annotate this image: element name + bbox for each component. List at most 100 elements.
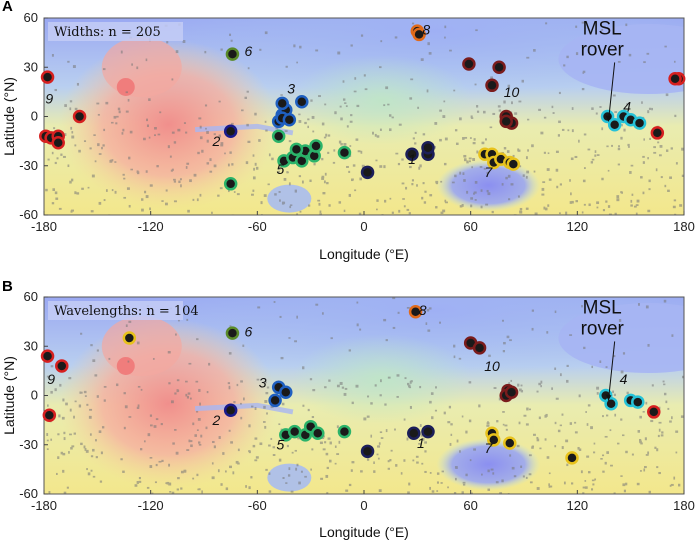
series-region-3 <box>271 94 309 129</box>
msl-rover-arrowhead <box>605 115 612 122</box>
alba-patera <box>101 316 182 377</box>
msl-rover-arrow <box>607 62 616 122</box>
data-point <box>607 117 622 132</box>
region-label: 7 <box>485 164 494 180</box>
y-tick-label: 30 <box>24 59 38 74</box>
series-region-3 <box>268 380 293 408</box>
region-label: 6 <box>245 43 253 59</box>
y-tick-label: 60 <box>24 289 38 304</box>
series-region-5 <box>279 419 352 442</box>
region-label: 8 <box>422 21 430 37</box>
region-label: 3 <box>287 81 295 97</box>
x-axis-title: Longitude (°E) <box>319 246 409 262</box>
y-tick-label: -30 <box>19 437 38 452</box>
x-tick-label: 60 <box>463 498 477 513</box>
hellas-basin <box>436 159 541 212</box>
count-label: Wavelengths: n = 104 <box>54 304 199 319</box>
data-point <box>225 326 240 340</box>
count-label-box <box>48 301 183 320</box>
data-point <box>462 57 476 71</box>
data-point <box>407 426 421 441</box>
region-label: 1 <box>408 151 416 167</box>
x-tick-label: 120 <box>566 219 588 234</box>
region-label: 8 <box>419 302 427 318</box>
terrain-map <box>44 18 684 215</box>
hellas-basin <box>436 438 541 491</box>
series-region-8 <box>408 305 423 319</box>
valles-marineris <box>194 402 294 415</box>
data-point <box>223 177 238 191</box>
data-point <box>492 60 506 74</box>
data-point <box>421 140 435 155</box>
x-tick-label: 0 <box>360 498 367 513</box>
data-point <box>631 395 645 409</box>
data-point <box>632 116 647 130</box>
data-point <box>51 136 65 150</box>
region-label: 4 <box>623 99 631 115</box>
x-axis-title: Longitude (°E) <box>319 524 409 540</box>
data-point <box>223 403 238 418</box>
data-point <box>421 424 435 439</box>
y-axis-title: Latitude (°N) <box>1 77 17 156</box>
series-region-2 <box>223 403 238 418</box>
msl-rover-label: rover <box>581 318 625 339</box>
data-point <box>668 71 682 86</box>
series-region-1 <box>360 424 435 459</box>
x-tick-label: 180 <box>673 498 695 513</box>
data-point <box>275 96 289 111</box>
data-point <box>42 408 57 422</box>
series-region-4 <box>599 388 645 411</box>
data-point <box>72 109 87 124</box>
arabia-terra <box>291 55 472 146</box>
series-region-6 <box>225 47 240 61</box>
alba-patera <box>101 37 182 98</box>
data-point <box>360 165 375 180</box>
series-region-1 <box>360 140 435 180</box>
series-region-5 <box>223 129 352 191</box>
msl-rover-label: MSL <box>583 297 622 318</box>
data-point <box>268 393 282 408</box>
x-tick-label: -60 <box>248 498 267 513</box>
y-tick-label: -60 <box>19 207 38 222</box>
data-point <box>279 385 293 399</box>
msl-rover-label: MSL <box>583 18 622 39</box>
y-tick-label: 30 <box>24 338 38 353</box>
y-tick-label: -30 <box>19 158 38 173</box>
y-tick-label: 0 <box>31 388 38 403</box>
x-tick-label: 120 <box>566 498 588 513</box>
data-point <box>504 385 519 399</box>
region-label: 2 <box>212 412 221 428</box>
data-point <box>337 145 352 160</box>
x-tick-label: -180 <box>31 498 57 513</box>
panel-a: -180 -120 -60 0 60 120 180 -60 -30 0 30 60 Longitude… <box>1 0 695 262</box>
data-point <box>271 129 286 143</box>
argyre-basin <box>267 463 312 492</box>
region-label: 10 <box>484 358 500 374</box>
region-label: 5 <box>277 437 285 453</box>
x-tick-label: 0 <box>360 219 367 234</box>
series-region-10 <box>463 336 519 403</box>
data-point <box>485 78 499 93</box>
series-region-10 <box>462 57 519 130</box>
panel-label: B <box>2 278 13 295</box>
olympus-mons <box>116 77 135 96</box>
data-point <box>223 124 238 139</box>
series-region-9 <box>40 349 661 422</box>
data-point <box>499 114 513 129</box>
data-point <box>311 426 325 441</box>
x-tick-label: 180 <box>673 219 695 234</box>
data-point <box>289 142 304 157</box>
panel-b: -180 -120 -60 0 60 120 180 -60 -30 0 30 60 Longitude… <box>1 278 695 540</box>
region-label: 3 <box>259 374 267 390</box>
data-point <box>487 433 501 447</box>
data-point <box>412 27 426 42</box>
region-label: 5 <box>277 161 285 177</box>
series-region-6 <box>225 326 240 340</box>
arabia-terra <box>291 334 472 425</box>
msl-rover-arrowhead <box>605 394 612 401</box>
region-label: 9 <box>45 90 53 106</box>
olympus-mons <box>116 356 135 375</box>
data-point <box>295 94 309 109</box>
series-region-9 <box>39 70 686 150</box>
